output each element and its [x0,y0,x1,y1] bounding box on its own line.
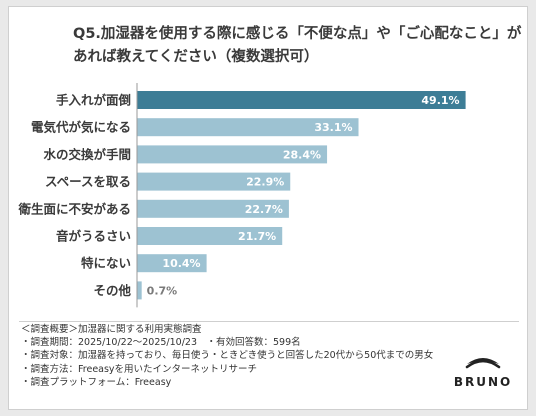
survey-note-line: ・調査期間：2025/10/22～2025/10/23 ・有効回答数：599名 [21,337,301,349]
data-label: 49.1% [421,94,459,107]
survey-note-line: ・調査プラットフォーム：Freeasy [21,376,172,388]
category-label: 電気代が気になる [31,120,131,135]
bar [137,199,289,218]
data-label: 10.4% [162,257,200,270]
data-label: 22.9% [246,176,284,189]
category-label: 音がうるさい [56,229,131,244]
survey-note-line: ＜調査概要＞加湿器に関する利用実態調査 [21,324,202,335]
survey-note-line: ・調査対象：加湿器を持っており、毎日使う・ときどき使うと回答した20代から50代… [21,350,434,362]
chart-title: Q5.加湿器を使用する際に感じる「不便な点」や「ご心配なこと」が あれば教えてく… [73,23,522,69]
data-label: 22.7% [245,203,283,216]
bar [137,91,466,109]
category-label: 手入れが面倒 [56,93,131,108]
brand-logo: BRUNO [447,355,519,389]
bar [137,118,359,137]
bar [137,254,207,273]
category-label: 衛生面に不安がある [17,201,131,216]
chart-card: Q5.加湿器を使用する際に感じる「不便な点」や「ご心配なこと」が あれば教えてく… [8,6,528,410]
data-label: 33.1% [314,121,352,134]
bar [137,172,291,191]
chart-title-line-1: Q5.加湿器を使用する際に感じる「不便な点」や「ご心配なこと」が [73,26,522,42]
survey-note-line: ・調査方法：Freeasyを用いたインターネットリサーチ [21,363,258,375]
bar [137,227,283,245]
chart-title-line-2: あれば教えてください（複数選択可） [73,49,319,65]
category-label: その他 [93,283,131,298]
data-label: 21.7% [238,230,276,243]
brand-logo-text: BRUNO [453,375,513,389]
bar-chart: 手入れが面倒 49.1% 電気代が気になる 33.1% 水の交換が手間 28.4% スペース… [17,83,466,308]
divider [19,321,519,322]
category-label: 水の交換が手間 [43,147,131,162]
bruno-logo-icon [465,358,501,369]
bar [137,281,142,300]
data-label: 28.4% [283,148,321,161]
survey-notes: ＜調査概要＞加湿器に関する利用実態調査 ・調査期間：2025/10/22～202… [21,323,461,389]
category-label: スペースを取る [45,174,131,189]
data-label: 0.7% [147,284,178,297]
category-label: 特にない [81,256,131,271]
bar [137,145,328,164]
